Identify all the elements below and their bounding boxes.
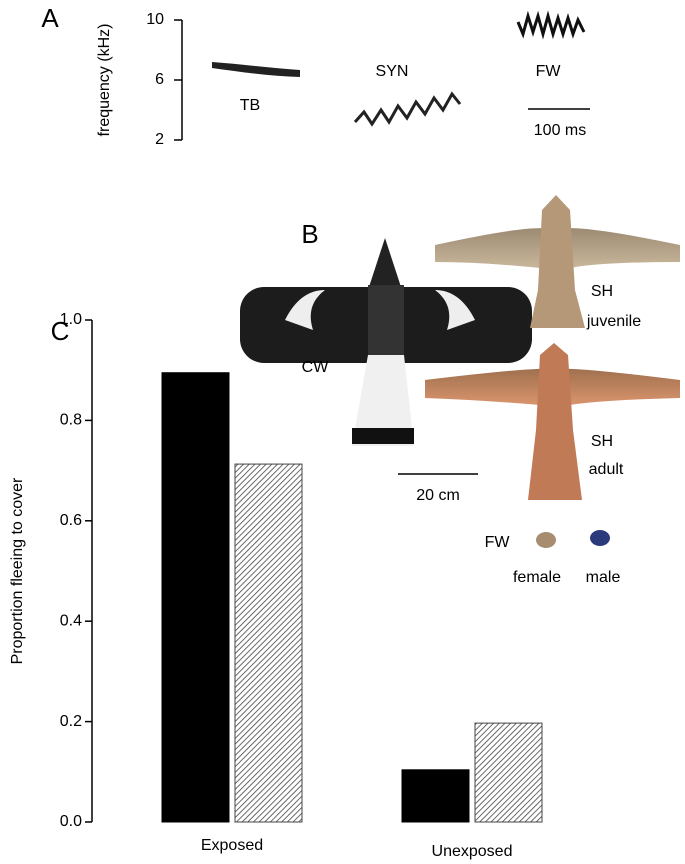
call-label: SYN — [376, 63, 409, 80]
y-tick-label: 0.6 — [60, 512, 82, 529]
model-label: CW — [302, 359, 330, 376]
model-label: female — [513, 569, 561, 586]
tb-spectrogram — [212, 62, 300, 77]
bar — [474, 722, 543, 823]
cw-wing-patch — [285, 290, 475, 330]
y-tick-label: 0.8 — [60, 412, 82, 429]
model-label: FW — [485, 534, 511, 551]
call-label: FW — [536, 63, 562, 80]
model-label: SH — [591, 283, 613, 300]
bar — [234, 463, 303, 823]
syn-spectrogram — [353, 91, 462, 127]
y-tick-label: 0.2 — [60, 713, 82, 730]
model-label: juvenile — [586, 313, 641, 330]
models — [240, 195, 680, 548]
sh-juvenile-body — [530, 195, 585, 328]
y-tick-label: 1.0 — [60, 311, 82, 328]
fw-spectrogram — [516, 10, 586, 40]
fw-male — [590, 530, 610, 546]
fw-female — [536, 532, 556, 548]
y-tick-label: 0.0 — [60, 813, 82, 830]
panel-letter: A — [41, 3, 59, 33]
bar — [401, 769, 470, 823]
scale-label: 20 cm — [416, 487, 460, 504]
spectrograms — [212, 10, 586, 127]
y-tick-label: 0.4 — [60, 612, 82, 629]
call-label: TB — [240, 97, 260, 114]
y-tick-label: 6 — [155, 71, 164, 88]
panel-letter: C — [51, 316, 70, 346]
bar — [161, 372, 230, 823]
model-label: SH — [591, 433, 613, 450]
sh-adult-body — [528, 343, 582, 500]
cw-head — [368, 238, 402, 290]
cw-body — [368, 285, 404, 355]
y-tick-label: 2 — [155, 131, 164, 148]
panel-letter: B — [301, 219, 318, 249]
scale-label: 100 ms — [534, 122, 586, 139]
y-tick-label: 10 — [146, 11, 164, 28]
model-label: adult — [589, 461, 624, 478]
y-axis-label: Proportion fleeing to cover — [9, 477, 26, 664]
cw-tail-band — [352, 428, 414, 444]
model-label: male — [586, 569, 621, 586]
x-tick-label: Exposed — [201, 837, 263, 854]
x-tick-label: Unexposed — [432, 843, 513, 860]
y-axis-label: frequency (kHz) — [96, 24, 113, 137]
cw-tail — [352, 355, 414, 446]
